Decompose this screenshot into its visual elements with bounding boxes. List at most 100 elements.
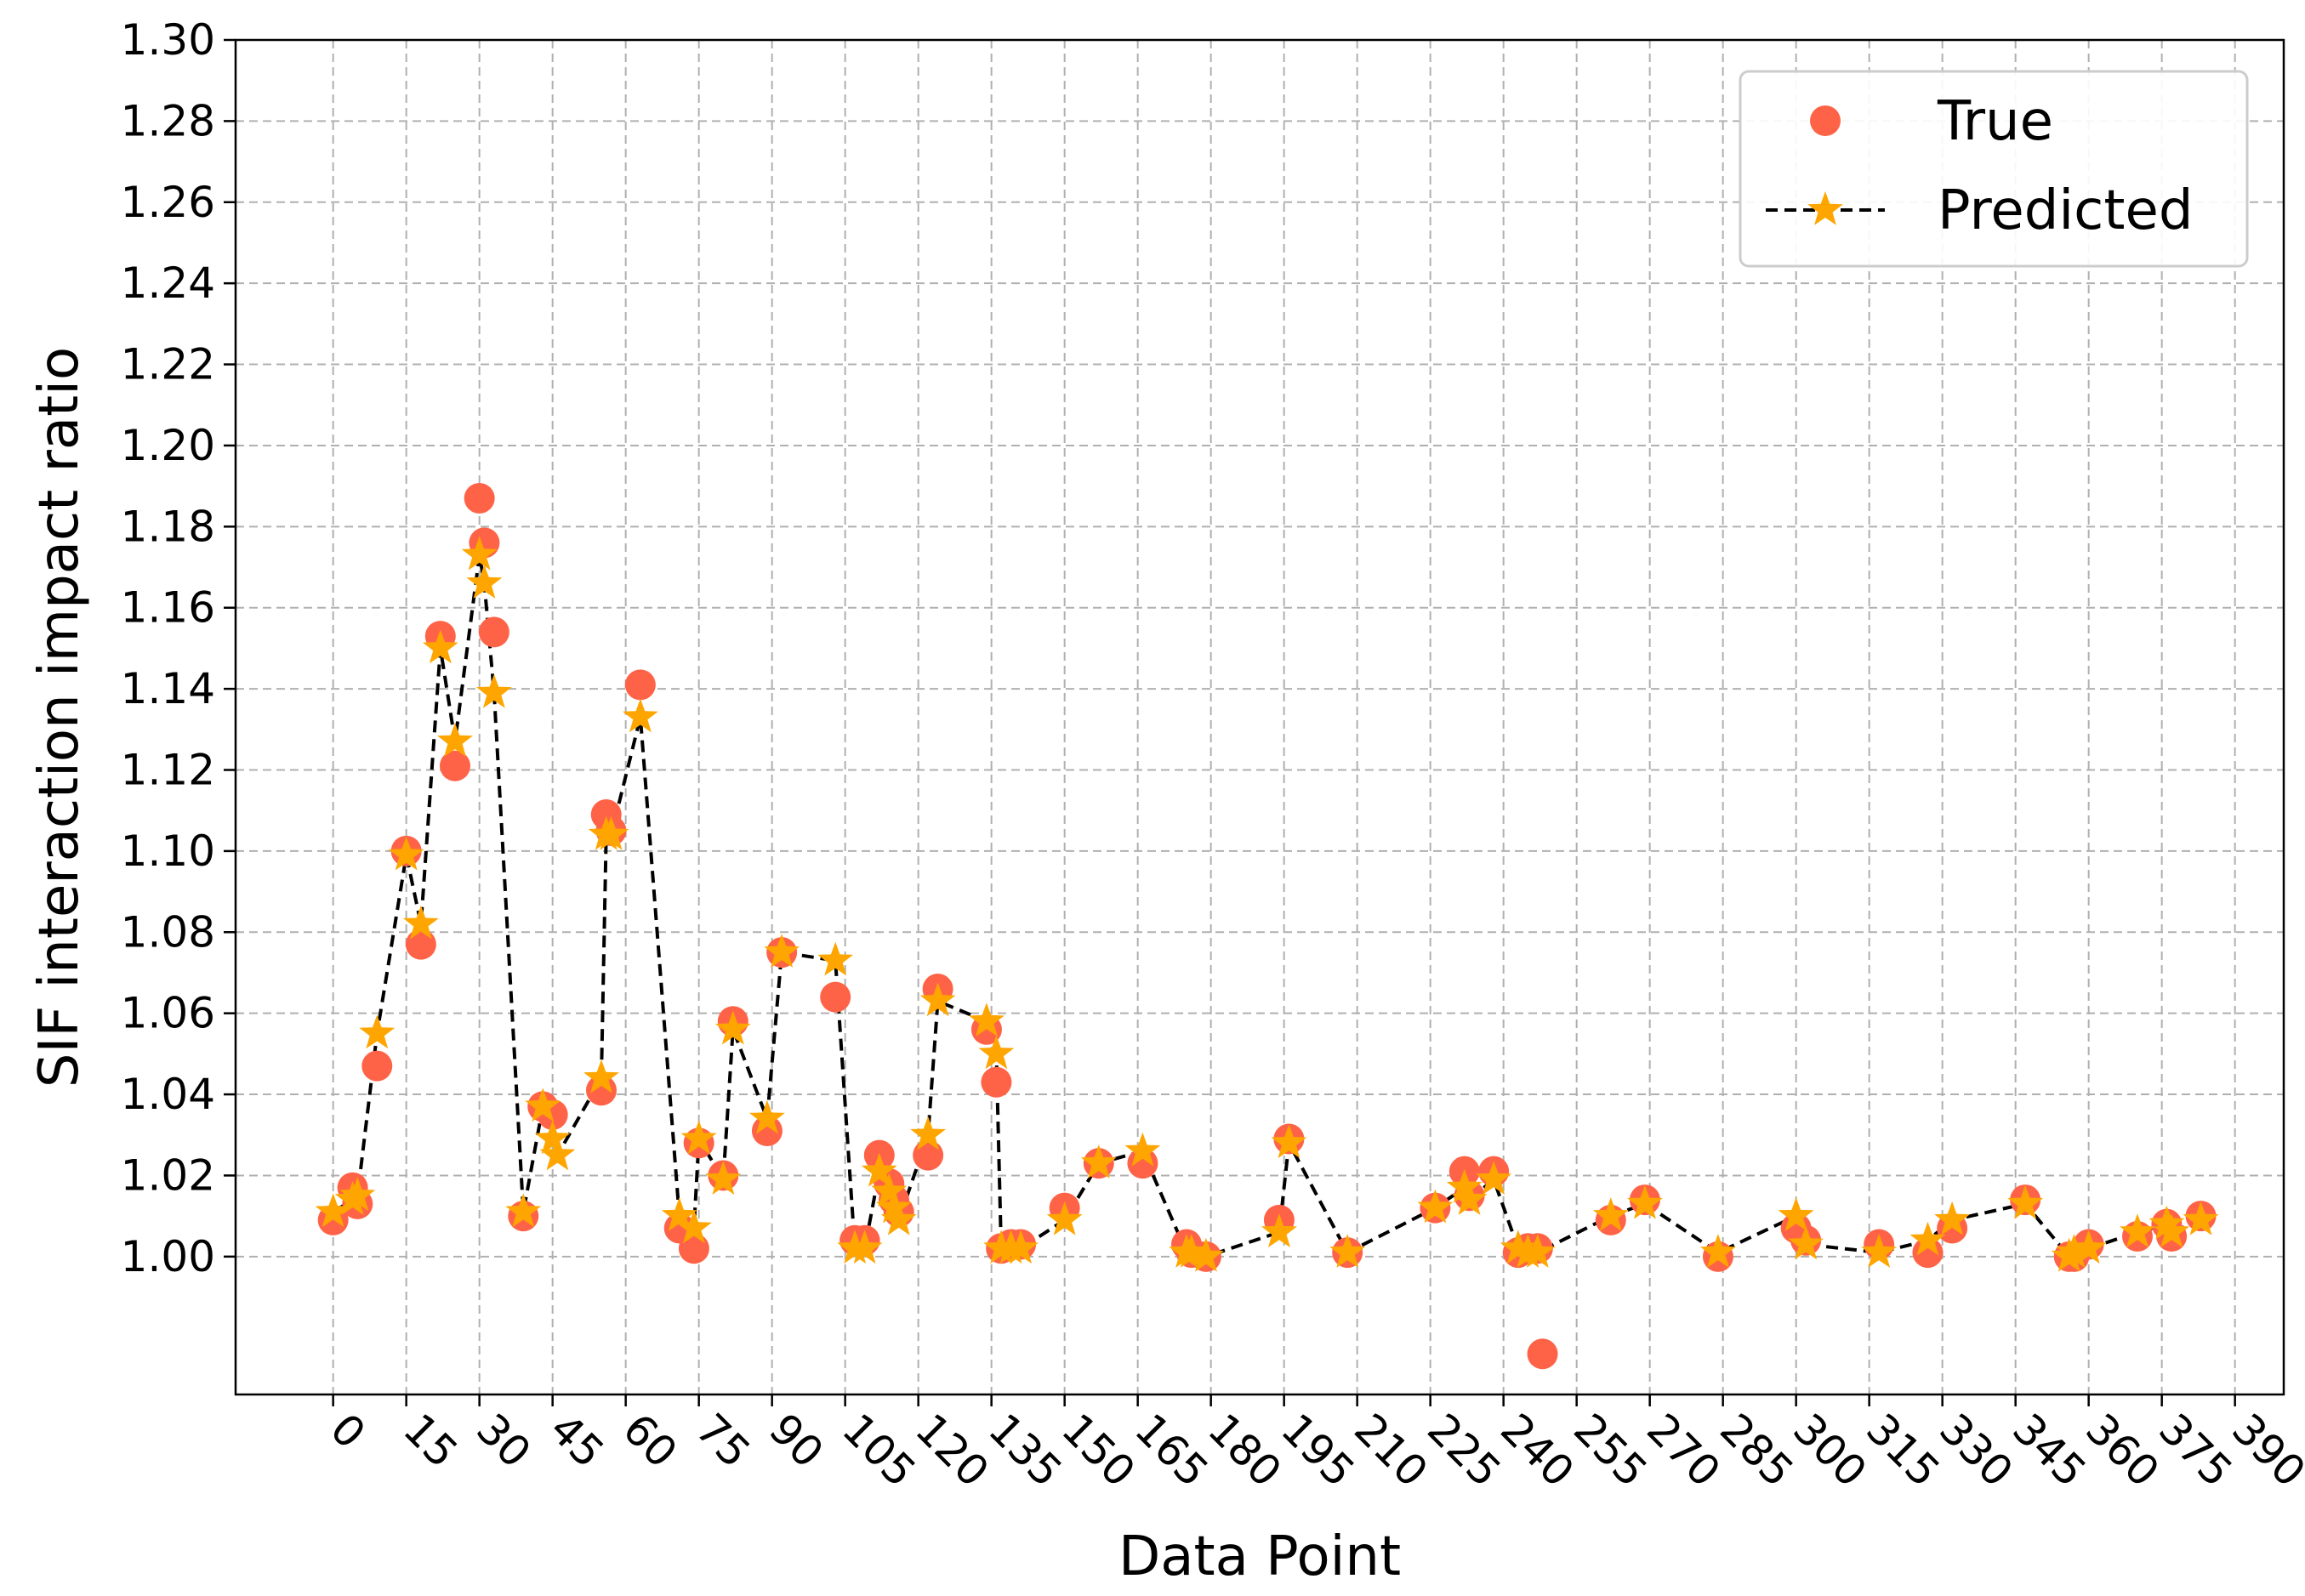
legend-predicted-marker <box>1807 191 1843 225</box>
y-tick-label: 1.12 <box>121 746 215 795</box>
predicted-point <box>2120 1213 2155 1247</box>
predicted-point <box>437 723 473 757</box>
x-tick-label: 195 <box>1272 1404 1363 1496</box>
predicted-point <box>978 1035 1015 1070</box>
x-tick-label: 300 <box>1784 1404 1875 1496</box>
predicted-point <box>534 1120 571 1155</box>
y-tick-label: 1.06 <box>121 989 215 1038</box>
x-tick-label: 345 <box>2003 1404 2095 1496</box>
predicted-point <box>749 1099 785 1134</box>
predicted-point <box>1934 1201 1971 1235</box>
predicted-point <box>1861 1234 1898 1268</box>
predicted-point <box>1188 1237 1224 1272</box>
x-tick-label: 30 <box>467 1404 540 1477</box>
predicted-series-line <box>332 554 2202 1259</box>
predicted-point <box>969 1002 1005 1037</box>
predicted-point <box>714 1010 751 1045</box>
predicted-point <box>871 1173 908 1207</box>
predicted-point <box>1046 1201 1083 1235</box>
y-tick-label: 1.14 <box>121 664 215 713</box>
y-tick-label: 1.08 <box>121 907 215 957</box>
x-tick-label: 150 <box>1052 1404 1144 1496</box>
predicted-point <box>583 1059 619 1093</box>
true-point <box>361 1050 393 1082</box>
predicted-point <box>593 815 629 850</box>
legend: True Predicted <box>1739 70 2249 268</box>
y-tick-label: 1.00 <box>121 1232 215 1281</box>
predicted-point <box>466 565 503 599</box>
legend-true-label: True <box>1937 90 2053 153</box>
predicted-point <box>505 1193 542 1228</box>
predicted-point <box>919 982 956 1017</box>
true-point <box>913 1139 944 1171</box>
x-tick-label: 105 <box>833 1404 925 1496</box>
predicted-point <box>2007 1184 2044 1219</box>
x-tick-label: 315 <box>1857 1404 1949 1496</box>
predicted-point <box>2056 1234 2092 1268</box>
predicted-point <box>764 934 800 968</box>
x-tick-label: 240 <box>1491 1404 1583 1496</box>
predicted-point <box>880 1201 917 1235</box>
predicted-point <box>817 941 854 976</box>
y-tick-label: 1.16 <box>121 583 215 633</box>
x-tick-label: 45 <box>540 1404 613 1477</box>
true-point <box>405 929 436 960</box>
predicted-point <box>402 905 439 940</box>
predicted-point <box>1476 1161 1512 1195</box>
predicted-point <box>910 1116 947 1150</box>
predicted-point <box>1700 1234 1736 1268</box>
y-tick-label: 1.02 <box>121 1150 215 1200</box>
x-tick-label: 390 <box>2222 1404 2305 1496</box>
true-point <box>478 616 509 648</box>
predicted-point <box>525 1088 561 1122</box>
x-tick-label: 255 <box>1564 1404 1656 1496</box>
legend-predicted-label: Predicted <box>1938 179 2193 242</box>
predicted-point <box>1627 1184 1663 1219</box>
predicted-point <box>846 1230 883 1264</box>
x-tick-label: 270 <box>1637 1404 1729 1496</box>
predicted-point <box>461 536 498 571</box>
predicted-point <box>1329 1234 1366 1268</box>
predicted-point <box>2148 1205 2185 1240</box>
predicted-point <box>705 1161 742 1195</box>
predicted-point <box>339 1177 376 1212</box>
true-point <box>981 1066 1012 1098</box>
x-axis-label: Data Point <box>1118 1525 1401 1588</box>
predicted-series <box>315 536 2219 1272</box>
true-point <box>624 669 656 701</box>
predicted-point <box>1788 1225 1824 1260</box>
predicted-point <box>1451 1181 1488 1215</box>
x-tick-label: 15 <box>394 1404 467 1477</box>
x-tick-label: 90 <box>760 1404 833 1477</box>
predicted-point <box>475 673 512 708</box>
true-point <box>1527 1338 1558 1370</box>
predicted-point <box>622 698 658 733</box>
predicted-point <box>2183 1201 2219 1235</box>
y-axis-label: SIF interaction impact ratio <box>28 347 91 1088</box>
predicted-point <box>2070 1230 2107 1264</box>
true-point <box>678 1233 709 1264</box>
y-tick-label: 1.30 <box>121 15 215 65</box>
x-tick-label: 330 <box>1930 1404 2022 1496</box>
predicted-point <box>1261 1213 1297 1247</box>
x-tick-label: 0 <box>321 1404 375 1458</box>
y-tick-label: 1.22 <box>121 340 215 389</box>
x-tick-label: 120 <box>906 1404 998 1496</box>
x-tick-label: 210 <box>1345 1404 1437 1496</box>
predicted-point <box>1271 1124 1307 1159</box>
predicted-point <box>1080 1144 1117 1179</box>
y-tick-label: 1.26 <box>121 178 215 227</box>
predicted-point <box>680 1120 717 1155</box>
predicted-point <box>1446 1168 1483 1203</box>
predicted-point <box>2154 1213 2190 1247</box>
y-tick-label: 1.04 <box>121 1070 215 1119</box>
predicted-point <box>359 1014 396 1049</box>
x-tick-label: 225 <box>1418 1404 1510 1496</box>
predicted-point <box>1778 1197 1814 1231</box>
true-point <box>820 981 851 1013</box>
predicted-point <box>539 1136 576 1171</box>
predicted-point <box>876 1189 912 1224</box>
x-tick-label: 360 <box>2076 1404 2168 1496</box>
x-tick-label: 285 <box>1710 1404 1802 1496</box>
